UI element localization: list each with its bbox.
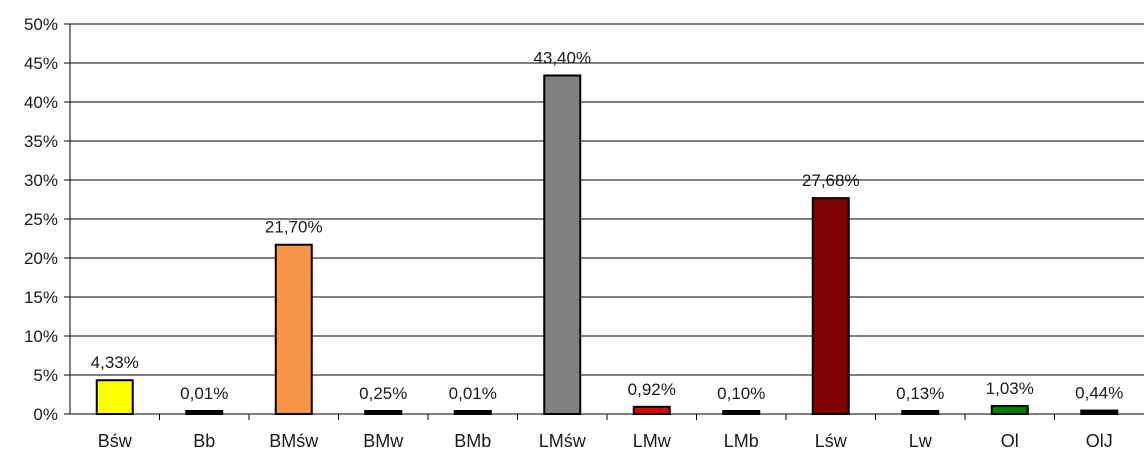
y-tick-label: 30% bbox=[24, 171, 58, 190]
y-tick-label: 10% bbox=[24, 327, 58, 346]
x-category-label: Lw bbox=[909, 431, 933, 451]
y-tick-label: 20% bbox=[24, 249, 58, 268]
y-tick-label: 0% bbox=[33, 405, 58, 424]
x-category-label: LMb bbox=[724, 431, 759, 451]
data-label: 0,25% bbox=[359, 384, 407, 403]
axes: 0% 5% 10% 15% 20% 25% 30% 35% 40% 45% 50% Bśw Bb BMśw… bbox=[24, 15, 1144, 451]
y-tick-label: 25% bbox=[24, 210, 58, 229]
bar bbox=[453, 410, 492, 415]
data-label: 0,01% bbox=[449, 384, 497, 403]
x-category-label: BMw bbox=[363, 431, 404, 451]
bar bbox=[364, 410, 403, 415]
data-label: 0,44% bbox=[1075, 384, 1123, 403]
bar bbox=[185, 410, 224, 415]
bar bbox=[990, 404, 1029, 416]
x-category-label: LMw bbox=[633, 431, 672, 451]
y-tick-label: 15% bbox=[24, 288, 58, 307]
data-labels: 4,33% 0,01% 21,70% 0,25% 0,01% 43,40% 0,92% 0,1… bbox=[91, 48, 1124, 403]
data-label: 4,33% bbox=[91, 353, 139, 372]
bar bbox=[95, 379, 134, 416]
data-label: 21,70% bbox=[265, 218, 323, 237]
gridlines bbox=[70, 23, 1144, 376]
x-category-label: OlJ bbox=[1086, 431, 1113, 451]
x-category-label: BMb bbox=[454, 431, 491, 451]
data-label: 0,01% bbox=[180, 384, 228, 403]
data-label: 0,10% bbox=[717, 384, 765, 403]
y-tick-label: 35% bbox=[24, 132, 58, 151]
data-label: 27,68% bbox=[802, 171, 860, 190]
data-label: 0,13% bbox=[896, 384, 944, 403]
x-category-label: BMśw bbox=[269, 431, 319, 451]
x-category-label: Lśw bbox=[815, 431, 848, 451]
data-label: 1,03% bbox=[986, 379, 1034, 398]
bar bbox=[811, 197, 850, 415]
bar bbox=[274, 243, 313, 415]
data-label: 0,92% bbox=[628, 380, 676, 399]
y-tick-label: 40% bbox=[24, 93, 58, 112]
x-category-label: Ol bbox=[1001, 431, 1019, 451]
bar bbox=[632, 405, 671, 416]
bar bbox=[901, 410, 940, 415]
bar bbox=[543, 74, 582, 415]
y-tick-label: 5% bbox=[33, 366, 58, 385]
bars bbox=[95, 74, 1119, 416]
bar bbox=[1080, 409, 1119, 415]
y-tick-label: 50% bbox=[24, 15, 58, 34]
x-category-label: Bśw bbox=[98, 431, 133, 451]
y-tick-label: 45% bbox=[24, 54, 58, 73]
x-category-label: LMśw bbox=[539, 431, 587, 451]
x-category-label: Bb bbox=[193, 431, 215, 451]
data-label: 43,40% bbox=[533, 48, 591, 67]
bar bbox=[722, 410, 761, 415]
